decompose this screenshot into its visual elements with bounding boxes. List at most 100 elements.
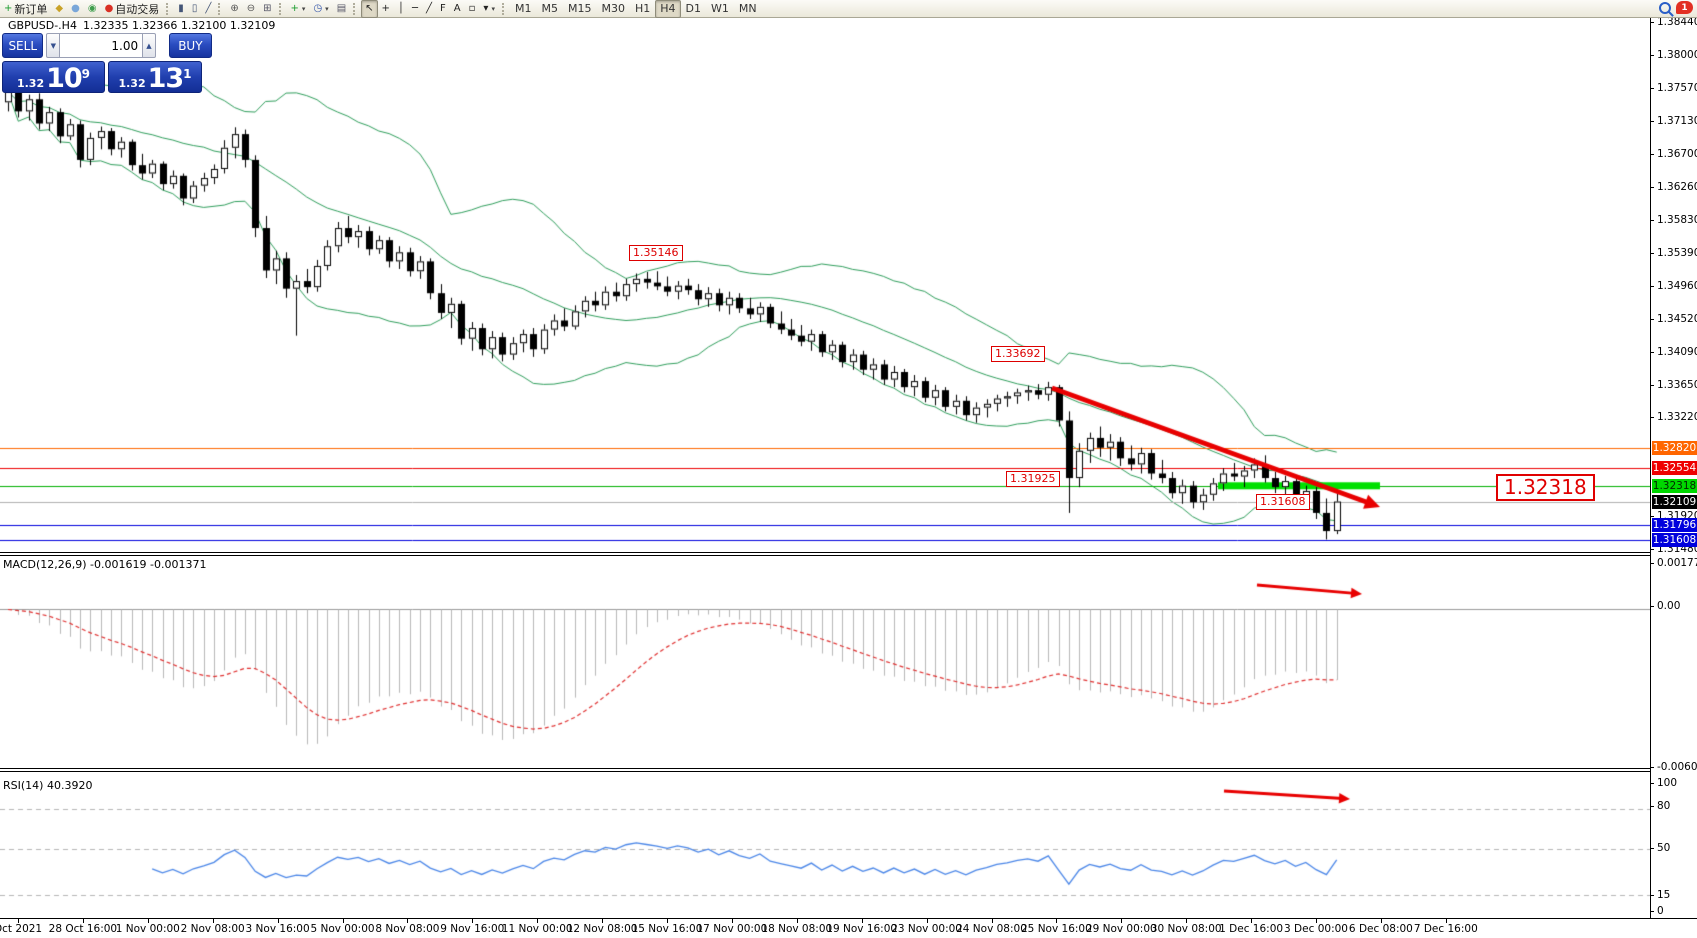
auto-trading-label: 自动交易 [115, 2, 160, 16]
toolbar-right: 1 [1659, 1, 1693, 14]
auto-trading-icon: ● [104, 2, 114, 14]
timeframe-w1-button[interactable]: W1 [710, 2, 729, 15]
price-annotation-box[interactable]: 1.31608 [1256, 494, 1310, 510]
zoom-out-button[interactable]: ⊖ [243, 0, 259, 18]
price-tick: 1.36700 [1649, 148, 1697, 161]
sell-price-sup: 9 [81, 67, 91, 81]
new-chart-button[interactable]: + ▾ [287, 0, 310, 18]
timeframe-m1-button[interactable]: M1 [514, 2, 532, 15]
mailbox-icon: ● [71, 2, 80, 14]
time-axis-label: 1 Dec 16:00 [1219, 923, 1284, 935]
fibonacci-button[interactable]: F [436, 0, 450, 18]
toolbar-grip [353, 2, 358, 15]
one-click-trade-panel: SELL ▼ ▲ BUY 1.32 10 9 1.32 13 1 [2, 33, 212, 93]
signal-button[interactable]: ◉ [84, 0, 101, 18]
timeframe-m15-button[interactable]: M15 [567, 2, 592, 15]
rsi-panel-canvas[interactable] [0, 772, 1650, 918]
label-button[interactable]: ▫ [465, 0, 480, 18]
panel-separator[interactable] [0, 768, 1697, 772]
timeframe-m5-button[interactable]: M5 [541, 2, 558, 15]
bar-chart-button[interactable]: ▮ [174, 0, 188, 18]
timeframe-buttons: M1 M5 M15 M30 H1 H4 D1 W1 MN [510, 0, 762, 18]
label-icon: ▫ [468, 2, 476, 14]
price-annotation-box[interactable]: 1.31925 [1006, 471, 1060, 487]
price-level-label: 1.32318 [1652, 478, 1697, 493]
vertical-line-button[interactable]: │ [394, 0, 408, 18]
price-annotation-box[interactable]: 1.33692 [991, 346, 1045, 362]
time-axis-label: 7 Dec 16:00 [1413, 923, 1478, 935]
time-axis-tick [667, 919, 668, 923]
notification-badge[interactable]: 1 [1676, 1, 1693, 14]
panel-separator[interactable] [0, 552, 1697, 556]
price-tick: 1.38000 [1649, 49, 1697, 62]
time-axis-label: 3 Nov 16:00 [245, 923, 310, 935]
horizontal-line-button[interactable]: ─ [408, 0, 422, 18]
period-button[interactable]: ◷ ▾ [309, 0, 332, 18]
sell-button[interactable]: SELL [2, 33, 44, 58]
shapes-button[interactable]: ▾ ▾ [479, 0, 499, 18]
time-axis-tick [277, 919, 279, 923]
volume-decrease-button[interactable]: ▼ [46, 33, 61, 58]
macd-panel-canvas[interactable] [0, 556, 1650, 768]
mailbox-button[interactable]: ● [67, 0, 84, 18]
text-button[interactable]: A [450, 0, 465, 18]
line-chart-button[interactable]: ╱ [201, 0, 215, 18]
sell-price-prefix: 1.32 [16, 77, 45, 90]
tile-windows-button[interactable]: ⊞ [259, 0, 275, 18]
gold-icon: ◆ [55, 2, 64, 14]
template-button[interactable]: ▤ [333, 0, 350, 18]
text-icon: A [453, 2, 461, 14]
buy-price-pane[interactable]: 1.32 13 1 [108, 61, 202, 93]
time-axis-tick [82, 919, 84, 923]
price-axis: 1.38440 1.38000 1.37570 1.37130 1.36700 1.362… [1649, 16, 1697, 918]
cursor-button[interactable]: ↖ [361, 0, 378, 18]
signal-icon: ◉ [87, 2, 97, 14]
buy-price-big: 13 [147, 63, 185, 94]
sell-price-pane[interactable]: 1.32 10 9 [2, 61, 105, 93]
price-annotation-box[interactable]: 1.35146 [629, 245, 683, 261]
crosshair-button[interactable]: + [378, 0, 394, 18]
zoom-out-icon: ⊖ [246, 2, 256, 14]
timeframe-h4-button[interactable]: H4 [655, 0, 681, 18]
buy-button[interactable]: BUY [168, 33, 212, 58]
time-axis-label: 8 Nov 08:00 [375, 923, 440, 935]
key-level-annotation[interactable]: 1.32318 [1496, 474, 1595, 501]
timeframe-d1-button[interactable]: D1 [685, 2, 701, 15]
buy-price-sup: 1 [183, 67, 192, 81]
price-level-label: 1.32554 [1652, 460, 1697, 475]
timeframe-h1-button[interactable]: H1 [634, 2, 651, 15]
macd-label: MACD(12,26,9) -0.001619 -0.001371 [3, 558, 207, 571]
price-tick: 1.36260 [1649, 181, 1697, 194]
new-chart-icon: + [290, 2, 299, 14]
rsi-axis-tick: 100 [1649, 777, 1678, 789]
trendline-button[interactable]: ╱ [422, 0, 436, 18]
gold-button[interactable]: ◆ [51, 0, 67, 18]
candlestick-chart-button[interactable]: ▯ [188, 0, 202, 18]
cursor-icon: ↖ [365, 2, 374, 14]
rsi-label: RSI(14) 40.3920 [3, 779, 93, 792]
volume-increase-button[interactable]: ▲ [142, 33, 156, 58]
ohlc-readout: 1.32335 1.32366 1.32100 1.32109 [82, 19, 276, 32]
time-axis-label: 23 Nov 00:00 [891, 923, 962, 935]
main-chart-canvas[interactable] [0, 17, 1650, 555]
time-axis-tick [1251, 919, 1253, 923]
price-level-label: 1.31608 [1652, 532, 1697, 547]
timeframe-mn-button[interactable]: MN [738, 2, 757, 15]
search-icon[interactable] [1659, 1, 1671, 14]
timeframe-m30-button[interactable]: M30 [601, 2, 625, 15]
time-axis-label: 28 Oct 16:00 [48, 923, 118, 935]
price-tick: 1.37570 [1649, 82, 1697, 95]
chart-title: GBPUSD-.H4 1.32335 1.32366 1.32100 1.3210… [8, 19, 275, 32]
time-axis-tick [472, 919, 474, 923]
volume-input[interactable] [60, 33, 143, 58]
time-axis-label: 19 Nov 16:00 [826, 923, 898, 935]
time-axis-label: 24 Nov 08:00 [956, 923, 1027, 935]
new-order-button[interactable]: + 新订单 [0, 0, 51, 18]
buy-price-prefix: 1.32 [118, 77, 146, 90]
auto-trading-button[interactable]: ● 自动交易 [101, 0, 164, 18]
time-axis-label: 30 Nov 08:00 [1150, 923, 1222, 935]
zoom-in-button[interactable]: ⊕ [226, 0, 242, 18]
time-axis-tick [342, 919, 344, 923]
chevron-down-icon: ▾ [491, 4, 495, 13]
price-tick: 1.38440 [1649, 16, 1697, 29]
